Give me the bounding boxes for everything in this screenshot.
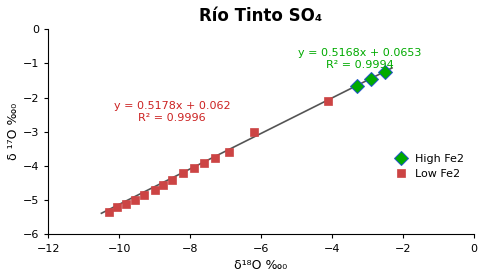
High Fe2 [368, 77, 374, 81]
Title: Río Tinto SO₄: Río Tinto SO₄ [199, 7, 322, 25]
Low Fe2 [123, 202, 129, 205]
Low Fe2 [161, 183, 166, 187]
Text: y = 0.5178x + 0.062
R² = 0.9996: y = 0.5178x + 0.062 R² = 0.9996 [114, 101, 230, 123]
Low Fe2 [151, 188, 157, 192]
Low Fe2 [325, 99, 331, 103]
High Fe2 [354, 84, 360, 87]
Low Fe2 [132, 199, 138, 202]
Low Fe2 [169, 178, 175, 181]
Low Fe2 [180, 171, 186, 175]
Y-axis label: δ ¹⁷O ‰₀: δ ¹⁷O ‰₀ [7, 103, 20, 160]
Text: y = 0.5168x + 0.0653
R² = 0.9994: y = 0.5168x + 0.0653 R² = 0.9994 [299, 48, 422, 70]
X-axis label: δ¹⁸O ‰₀: δ¹⁸O ‰₀ [234, 259, 287, 272]
Legend: High Fe2, Low Fe2: High Fe2, Low Fe2 [388, 149, 468, 184]
Low Fe2 [191, 166, 197, 169]
Low Fe2 [201, 161, 207, 164]
Low Fe2 [212, 156, 218, 159]
Low Fe2 [251, 130, 257, 134]
Line: Low Fe2: Low Fe2 [105, 97, 333, 217]
Low Fe2 [106, 211, 111, 214]
Low Fe2 [226, 151, 232, 154]
Low Fe2 [141, 193, 147, 197]
High Fe2 [382, 70, 388, 74]
Low Fe2 [114, 205, 120, 209]
Line: High Fe2: High Fe2 [352, 67, 390, 91]
